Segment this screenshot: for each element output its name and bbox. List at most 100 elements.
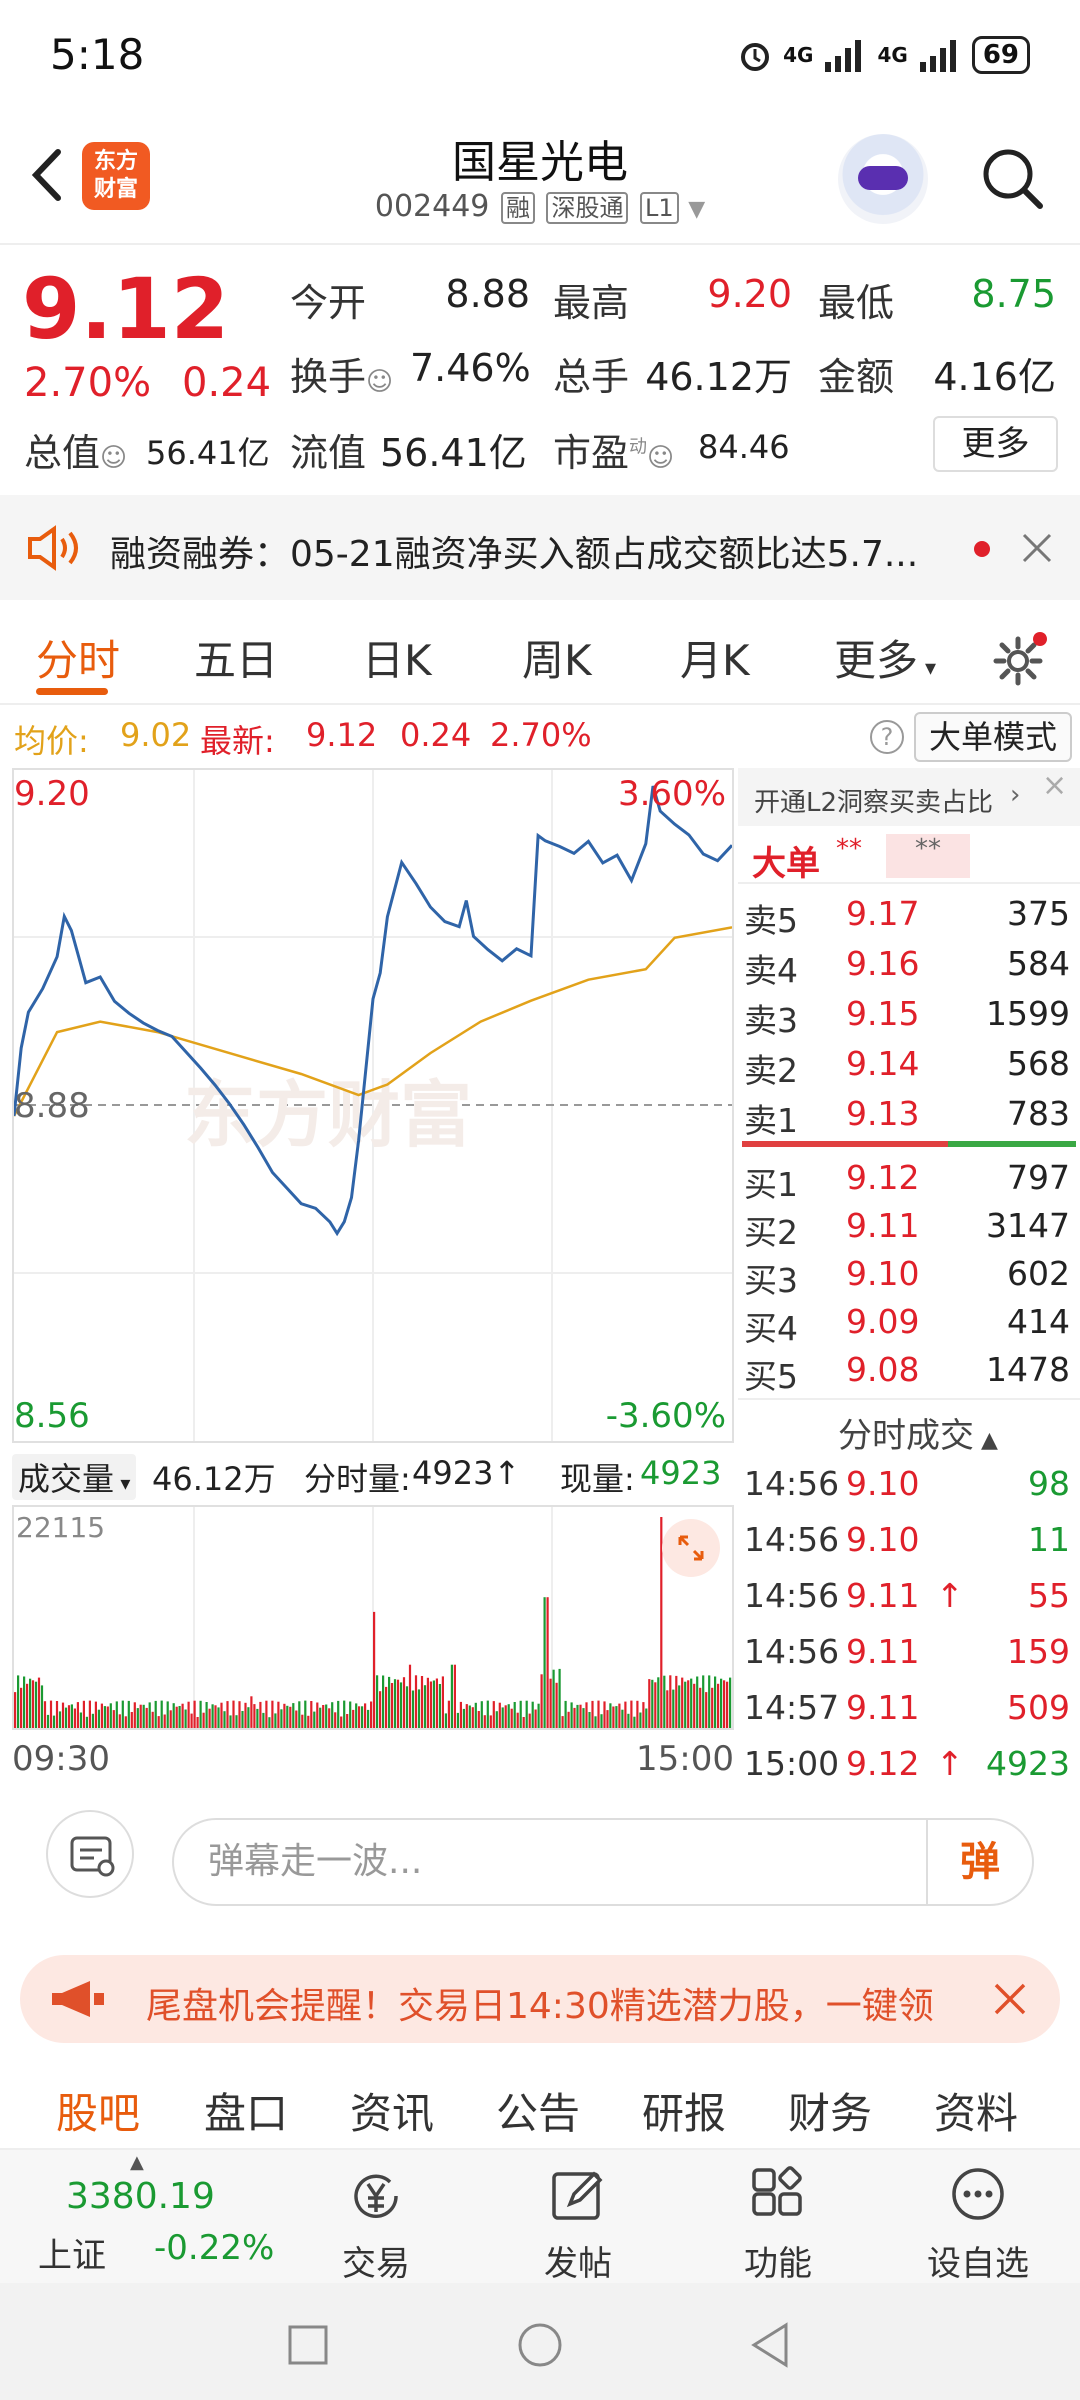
volume-bar bbox=[717, 1683, 720, 1728]
volume-bar bbox=[385, 1686, 388, 1728]
search-icon[interactable] bbox=[978, 144, 1048, 214]
mktcap-label: 总值☺ bbox=[24, 431, 128, 475]
margin-notice[interactable]: 融资融券：05-21融资净买入额占成交额比达5.7... bbox=[0, 495, 1080, 600]
send-danmaku-button[interactable]: 弹 bbox=[926, 1820, 1032, 1904]
volume-bar bbox=[106, 1706, 109, 1728]
index-widget[interactable]: ▲ 3380.19 上证 -0.22% bbox=[0, 2150, 300, 2285]
volume-bar bbox=[55, 1701, 59, 1728]
turnover-value: 7.46% bbox=[410, 346, 531, 390]
tab-more[interactable]: 更多 ▾ bbox=[834, 636, 937, 685]
volume-bar bbox=[549, 1678, 552, 1728]
ask-volume: 783 bbox=[1007, 1094, 1070, 1133]
float-value: 56.41亿 bbox=[380, 431, 527, 475]
intraday-chart[interactable]: 东方财富 9.20 3.60% 8.88 8.56 -3.60% bbox=[12, 768, 734, 1443]
connect-tag: 深股通 bbox=[546, 192, 629, 224]
bid-label: 买4 bbox=[744, 1309, 798, 1348]
tab-handicap[interactable]: 盘口 bbox=[204, 2089, 289, 2138]
volume-bar bbox=[214, 1705, 217, 1728]
volume-chart[interactable]: 22115 bbox=[12, 1505, 734, 1730]
app-logo[interactable]: 东方 财富 bbox=[82, 142, 150, 210]
chart-top-price: 9.20 bbox=[14, 774, 90, 814]
home-icon[interactable] bbox=[516, 2321, 564, 2369]
volume-bar bbox=[23, 1676, 26, 1728]
help-icon[interactable]: ? bbox=[870, 720, 904, 754]
volume-bar bbox=[127, 1700, 130, 1728]
volume-bar bbox=[429, 1681, 432, 1728]
trade-time: 14:56 bbox=[744, 1520, 840, 1559]
volume-bar bbox=[447, 1700, 450, 1728]
volume-bar bbox=[280, 1709, 283, 1728]
volume-bar bbox=[34, 1681, 38, 1728]
promo-banner[interactable]: 尾盘机会提醒！交易日14:30精选潜力股，一键领 bbox=[20, 1955, 1060, 2043]
volume-bar bbox=[582, 1708, 585, 1728]
l2-banner[interactable]: 开通L2洞察买卖占比 › × bbox=[738, 768, 1080, 826]
fenshi-volume-value: 4923↑ bbox=[412, 1454, 521, 1492]
settings-icon[interactable] bbox=[990, 629, 1050, 689]
volume-bar bbox=[271, 1700, 274, 1728]
volume-bar bbox=[609, 1703, 612, 1728]
tab-fenshi[interactable]: 分时 bbox=[36, 636, 121, 685]
functions-button[interactable]: 功能 bbox=[698, 2150, 858, 2285]
volume-bar bbox=[564, 1700, 567, 1728]
volume-bar bbox=[561, 1716, 564, 1728]
volume-bar bbox=[292, 1703, 295, 1728]
volume-bar bbox=[334, 1712, 337, 1728]
danmaku-input[interactable]: 弹幕走一波... 弹 bbox=[172, 1818, 1034, 1906]
time-start: 09:30 bbox=[12, 1739, 110, 1779]
volume-bar bbox=[705, 1692, 708, 1728]
expand-icon[interactable] bbox=[662, 1519, 720, 1577]
high-value: 9.20 bbox=[707, 272, 792, 316]
volume-bar bbox=[543, 1597, 546, 1728]
volume-bar bbox=[636, 1700, 639, 1728]
back-nav-icon[interactable] bbox=[748, 2321, 792, 2369]
add-watchlist-button[interactable]: 设自选 bbox=[898, 2150, 1058, 2285]
trades-title[interactable]: 分时成交 ▲ bbox=[838, 1416, 998, 1456]
post-button[interactable]: 发帖 bbox=[498, 2150, 658, 2285]
tab-monthly-k[interactable]: 月K bbox=[680, 636, 750, 685]
volume-bar bbox=[205, 1702, 208, 1728]
close-icon[interactable] bbox=[992, 1981, 1028, 2017]
tab-forum[interactable]: 股吧 bbox=[56, 2089, 141, 2138]
bid-volume: 602 bbox=[1007, 1254, 1070, 1293]
volume-bar bbox=[687, 1680, 690, 1728]
watermark: 东方财富 bbox=[184, 1073, 472, 1157]
more-button[interactable]: 更多 bbox=[933, 416, 1058, 472]
danmaku-settings-icon[interactable] bbox=[46, 1810, 134, 1898]
trade-volume: 4923 bbox=[986, 1744, 1070, 1783]
tab-announcements[interactable]: 公告 bbox=[496, 2089, 581, 2138]
volume-bar bbox=[115, 1701, 118, 1728]
tab-research[interactable]: 研报 bbox=[642, 2089, 727, 2138]
volume-selector[interactable]: 成交量 ▾ bbox=[12, 1454, 137, 1500]
tab-weekly-k[interactable]: 周K bbox=[522, 636, 592, 685]
volume-bar bbox=[343, 1700, 346, 1728]
volume-bar bbox=[88, 1700, 91, 1728]
volume-bar bbox=[639, 1712, 642, 1728]
tab-daily-k[interactable]: 日K bbox=[362, 636, 432, 685]
tab-news[interactable]: 资讯 bbox=[350, 2089, 435, 2138]
tab-profile[interactable]: 资料 bbox=[934, 2089, 1019, 2138]
volume-bar bbox=[546, 1597, 549, 1728]
tab-finance[interactable]: 财务 bbox=[788, 2089, 873, 2138]
volume-bar bbox=[414, 1675, 418, 1728]
volume-bar bbox=[405, 1686, 409, 1728]
float-label: 流值 bbox=[290, 431, 367, 475]
big-order-mode-button[interactable]: 大单模式 bbox=[914, 712, 1072, 762]
chart-tabs: 分时 五日 日K 周K 月K 更多 ▾ bbox=[0, 605, 1080, 705]
stock-code-row[interactable]: 002449 融 深股通 L1 ▼ bbox=[0, 188, 1080, 224]
recents-icon[interactable] bbox=[286, 2323, 330, 2367]
trade-time: 15:00 bbox=[744, 1744, 840, 1783]
assistant-avatar[interactable] bbox=[838, 134, 928, 224]
close-icon[interactable]: × bbox=[1042, 768, 1068, 803]
close-icon[interactable] bbox=[1020, 531, 1054, 565]
volume-bar bbox=[94, 1701, 97, 1728]
ask-price: 9.14 bbox=[846, 1044, 920, 1083]
volume-bar bbox=[268, 1717, 271, 1728]
tab-five-day[interactable]: 五日 bbox=[194, 636, 279, 685]
trade-button[interactable]: 交易 bbox=[296, 2150, 456, 2285]
chart-top-pct: 3.60% bbox=[617, 774, 726, 814]
trade-row: 15:00 9.12 ↑ 4923 bbox=[738, 1744, 1074, 1792]
volume-bar bbox=[504, 1705, 507, 1728]
volume-bar bbox=[310, 1701, 313, 1728]
back-icon[interactable] bbox=[22, 140, 72, 210]
pe-value: 84.46 bbox=[698, 428, 790, 466]
